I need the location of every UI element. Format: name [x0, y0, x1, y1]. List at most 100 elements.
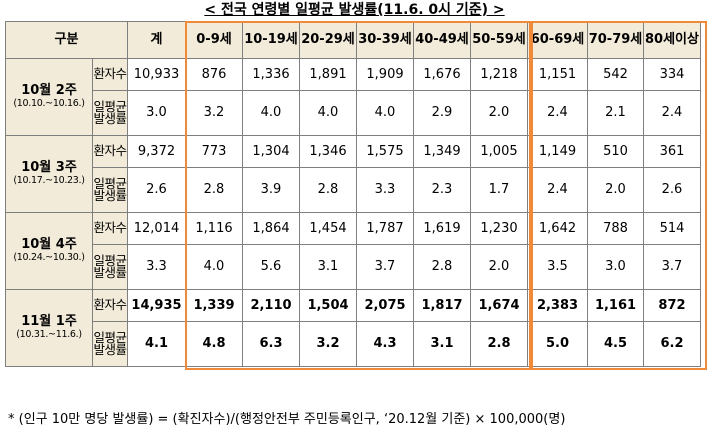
cell-count-8: 1,161 [587, 289, 644, 322]
cell-rate-1: 4.0 [185, 244, 243, 290]
cell-rate-1: 3.2 [185, 90, 243, 136]
cell-count-7: 1,149 [527, 135, 588, 168]
week-range: (10.24.~10.30.) [13, 252, 85, 263]
metric-label-count: 환자수 [92, 135, 128, 168]
cell-count-2: 1,336 [242, 58, 300, 91]
cell-rate-8: 2.1 [587, 90, 644, 136]
week-label: 11월 1주 (10.31.~11.6.) [5, 289, 93, 367]
cell-rate-3: 2.8 [299, 167, 357, 213]
cell-count-4: 1,575 [356, 135, 414, 168]
cell-count-1: 773 [185, 135, 243, 168]
cell-rate-6: 2.8 [470, 321, 528, 367]
week-4-count-row: 11월 1주 (10.31.~11.6.) 환자수 14,935 1,339 2,110 1… [5, 289, 701, 367]
week-1-rate-row: 일평균발생률 3.0 3.2 4.0 4.0 4.0 2.9 2.0 2.4 2.1 2.4 [6, 90, 701, 136]
cell-rate-0: 3.0 [127, 90, 186, 136]
cell-count-3: 1,891 [299, 58, 357, 91]
cell-count-5: 1,349 [413, 135, 471, 168]
cell-count-5: 1,676 [413, 58, 471, 91]
header-row: 구분 계 0-9세 10-19세 20-29세 30-39세 40-49세 50… [5, 21, 701, 59]
week-3-count-row: 10월 4주 (10.24.~10.30.) 환자수 12,014 1,116 1,864… [5, 212, 701, 290]
header-age-0-9: 0-9세 [185, 21, 243, 59]
cell-count-2: 1,864 [242, 212, 300, 245]
cell-count-8: 788 [587, 212, 644, 245]
week-1-count-row: 10월 2주 (10.10.~10.16.) 환자수 10,933 876 1,336 1,… [5, 58, 701, 136]
header-category: 구분 [5, 21, 128, 59]
week-name: 10월 4주 [21, 237, 77, 253]
cell-count-7: 1,642 [527, 212, 588, 245]
cell-rate-3: 3.2 [299, 321, 357, 367]
header-age-30-39: 30-39세 [356, 21, 414, 59]
cell-rate-5: 2.3 [413, 167, 471, 213]
cell-rate-1: 2.8 [185, 167, 243, 213]
cell-rate-4: 3.7 [356, 244, 414, 290]
metric-label-rate: 일평균발생률 [92, 90, 128, 136]
cell-rate-8: 3.0 [587, 244, 644, 290]
cell-count-9: 334 [643, 58, 701, 91]
cell-count-5: 1,619 [413, 212, 471, 245]
cell-rate-4: 4.3 [356, 321, 414, 367]
cell-count-0: 12,014 [127, 212, 186, 245]
incidence-table: 구분 계 0-9세 10-19세 20-29세 30-39세 40-49세 50… [5, 21, 701, 367]
cell-rate-6: 1.7 [470, 167, 528, 213]
cell-rate-5: 3.1 [413, 321, 471, 367]
week-label: 10월 4주 (10.24.~10.30.) [5, 212, 93, 290]
cell-rate-0: 4.1 [127, 321, 186, 367]
week-range: (10.31.~11.6.) [16, 329, 82, 340]
week-range: (10.17.~10.23.) [13, 175, 85, 186]
metric-label-rate: 일평균발생률 [92, 167, 128, 213]
cell-rate-0: 3.3 [127, 244, 186, 290]
cell-rate-6: 2.0 [470, 244, 528, 290]
footnote: * (인구 10만 명당 발생률) = (확진자수)/(행정안전부 주민등록인구… [8, 412, 566, 427]
week-4-rate-row: 일평균발생률 4.1 4.8 6.3 3.2 4.3 3.1 2.8 5.0 4.5 6.2 [6, 321, 701, 367]
cell-rate-8: 4.5 [587, 321, 644, 367]
cell-count-8: 542 [587, 58, 644, 91]
cell-count-3: 1,504 [299, 289, 357, 322]
cell-count-2: 2,110 [242, 289, 300, 322]
cell-count-1: 1,116 [185, 212, 243, 245]
cell-count-5: 1,817 [413, 289, 471, 322]
cell-count-9: 872 [643, 289, 701, 322]
cell-rate-4: 3.3 [356, 167, 414, 213]
cell-count-1: 876 [185, 58, 243, 91]
metric-label-count: 환자수 [92, 289, 128, 322]
cell-count-3: 1,454 [299, 212, 357, 245]
header-age-50-59: 50-59세 [470, 21, 528, 59]
week-name: 11월 1주 [21, 314, 77, 330]
cell-rate-2: 3.9 [242, 167, 300, 213]
cell-rate-9: 3.7 [643, 244, 701, 290]
week-label: 10월 2주 (10.10.~10.16.) [5, 58, 93, 136]
header-age-20-29: 20-29세 [299, 21, 357, 59]
cell-rate-5: 2.9 [413, 90, 471, 136]
header-total: 계 [127, 21, 186, 59]
header-age-60-69: 60-69세 [527, 21, 588, 59]
cell-count-6: 1,218 [470, 58, 528, 91]
metric-label-count: 환자수 [92, 58, 128, 91]
cell-rate-2: 4.0 [242, 90, 300, 136]
cell-count-0: 14,935 [127, 289, 186, 322]
cell-rate-6: 2.0 [470, 90, 528, 136]
cell-rate-0: 2.6 [127, 167, 186, 213]
cell-count-9: 361 [643, 135, 701, 168]
cell-count-8: 510 [587, 135, 644, 168]
table-title: < 전국 연령별 일평균 발생률(11.6. 0시 기준) > [204, 2, 505, 18]
cell-rate-3: 4.0 [299, 90, 357, 136]
cell-count-4: 1,787 [356, 212, 414, 245]
cell-count-9: 514 [643, 212, 701, 245]
cell-rate-3: 3.1 [299, 244, 357, 290]
metric-label-rate: 일평균발생률 [92, 321, 128, 367]
cell-rate-4: 4.0 [356, 90, 414, 136]
header-age-40-49: 40-49세 [413, 21, 471, 59]
week-2-count-row: 10월 3주 (10.17.~10.23.) 환자수 9,372 773 1,304 1,3… [5, 135, 701, 213]
week-2-rate-row: 일평균발생률 2.6 2.8 3.9 2.8 3.3 2.3 1.7 2.4 2.0 2.6 [6, 167, 701, 213]
header-age-70-79: 70-79세 [587, 21, 644, 59]
cell-count-0: 9,372 [127, 135, 186, 168]
cell-count-3: 1,346 [299, 135, 357, 168]
cell-rate-7: 5.0 [527, 321, 588, 367]
cell-rate-7: 2.4 [527, 90, 588, 136]
cell-count-0: 10,933 [127, 58, 186, 91]
cell-count-6: 1,230 [470, 212, 528, 245]
metric-label-count: 환자수 [92, 212, 128, 245]
cell-rate-2: 6.3 [242, 321, 300, 367]
week-label: 10월 3주 (10.17.~10.23.) [5, 135, 93, 213]
metric-label-rate: 일평균발생률 [92, 244, 128, 290]
